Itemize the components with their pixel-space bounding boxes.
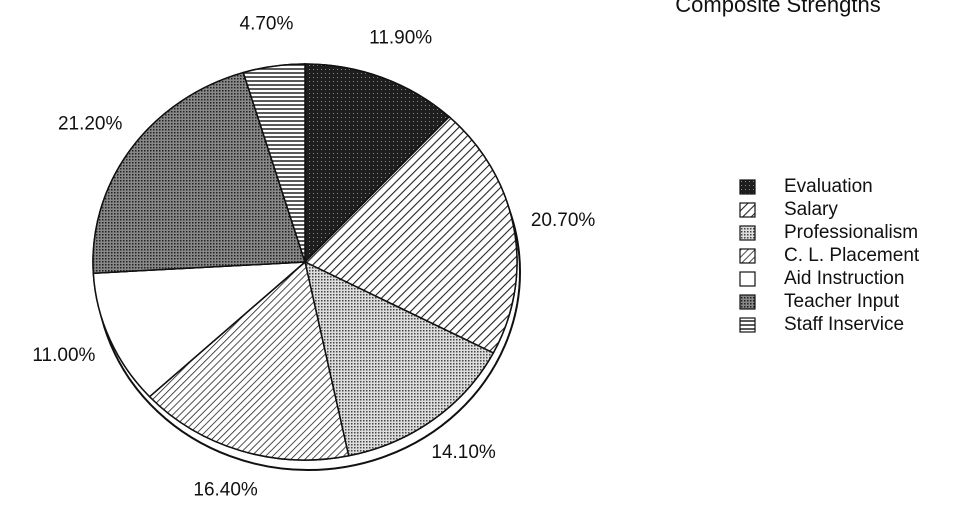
slice-texture bbox=[304, 63, 451, 264]
legend-label: Professionalism bbox=[784, 222, 918, 243]
legend-swatch bbox=[739, 179, 756, 195]
slice-texture bbox=[92, 261, 308, 398]
legend-swatch bbox=[739, 294, 756, 310]
slice-texture bbox=[148, 260, 350, 461]
data-label: 14.10% bbox=[431, 442, 496, 463]
legend-swatch bbox=[739, 225, 756, 241]
slice-texture bbox=[303, 115, 518, 354]
slice-texture bbox=[242, 63, 306, 263]
data-label: 11.00% bbox=[32, 345, 95, 366]
chart-title: Composite Strengths bbox=[675, 0, 880, 17]
legend-swatch bbox=[739, 271, 756, 287]
data-label: 21.20% bbox=[58, 114, 123, 135]
legend-label: Staff Inservice bbox=[784, 314, 904, 335]
legend-swatch bbox=[739, 202, 756, 218]
legend-label: Aid Instruction bbox=[784, 268, 904, 289]
legend-label: C. L. Placement bbox=[784, 245, 920, 266]
slice-texture bbox=[92, 71, 307, 274]
legend-swatch bbox=[739, 248, 756, 264]
data-label: 20.70% bbox=[531, 210, 596, 231]
legend-label: Salary bbox=[784, 199, 838, 220]
data-label: 16.40% bbox=[193, 480, 258, 501]
data-label: 11.90% bbox=[369, 28, 432, 49]
slice-texture bbox=[303, 260, 495, 457]
data-label: 4.70% bbox=[240, 14, 294, 35]
legend-swatch bbox=[739, 317, 756, 333]
legend-label: Evaluation bbox=[784, 176, 873, 197]
legend-label: Teacher Input bbox=[784, 291, 900, 312]
